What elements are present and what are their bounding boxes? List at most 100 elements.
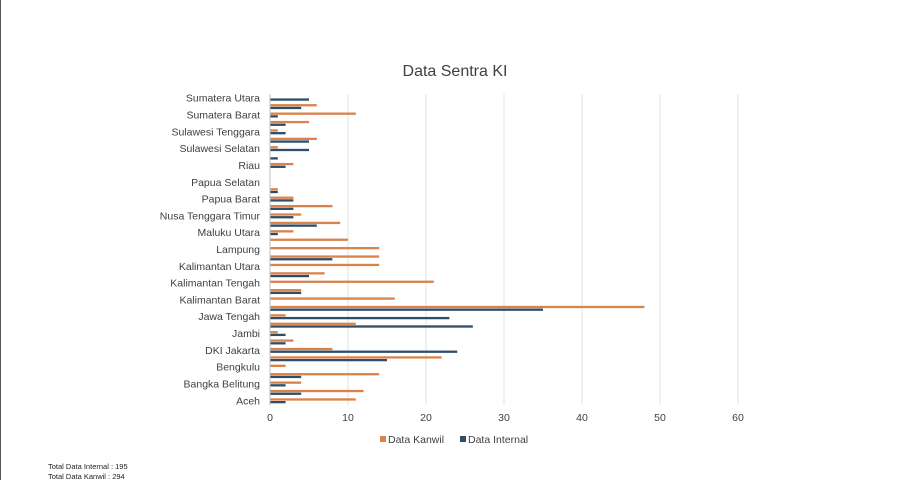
bar-internal-sulawesi-selatan [270, 149, 309, 151]
bar-internal-jawa-timur [270, 309, 543, 311]
bar-internal-sumatera-barat [270, 115, 278, 117]
x-tick-label-10: 10 [342, 412, 354, 424]
x-tick-label-50: 50 [654, 412, 666, 424]
bar-internal-riau [270, 166, 286, 168]
category-label-kalimantan-tengah: Kalimantan Tengah [170, 278, 260, 290]
bar-kanwil-jambi [270, 331, 278, 333]
bar-kanwil-papua-barat [270, 197, 293, 199]
bar-kanwil-bengkulu [270, 365, 286, 367]
bar-internal-papua [270, 208, 293, 210]
bar-kanwil-papua [270, 205, 332, 207]
bar-internal-sulawesi-tengah [270, 140, 309, 142]
bar-kanwil-nusa-tenggara-barat [270, 222, 340, 224]
bar-internal-jawa-barat [270, 325, 473, 327]
bar-kanwil-nusa-tenggara-timur [270, 213, 301, 215]
bar-internal-sulawesi-tenggara [270, 132, 286, 134]
bar-kanwil-sumatera-barat [270, 113, 356, 115]
bar-internal-sulawesi-utara [270, 124, 286, 126]
bar-kanwil-kalimantan-timur [270, 272, 325, 274]
category-label-kalimantan-utara: Kalimantan Utara [179, 261, 260, 273]
bar-internal-jawa-tengah [270, 317, 449, 319]
bar-kanwil-d-i-yogyakarta [270, 356, 442, 358]
category-label-nusa-tenggara-timur: Nusa Tenggara Timur [160, 210, 261, 222]
bar-internal-papua-barat-daya [270, 191, 278, 193]
bar-kanwil-sulawesi-tenggara [270, 129, 278, 131]
category-label-aceh: Aceh [236, 395, 260, 407]
bar-internal-gorontalo [270, 342, 286, 344]
category-label-bengkulu: Bengkulu [216, 362, 260, 374]
bar-kanwil-banten [270, 373, 379, 375]
bar-kanwil-sulawesi-utara [270, 121, 309, 123]
category-labels: Aceh Bangka Belitung Bengkulu DKI Jakarta Ja… [160, 93, 261, 408]
category-label-sulawesi-selatan: Sulawesi Selatan [179, 143, 260, 155]
category-label-bangka-belitung: Bangka Belitung [184, 378, 261, 390]
bar-kanwil-dki-jakarta [270, 348, 332, 350]
bar-kanwil-kalimantan-tengah [270, 281, 434, 283]
category-label-papua-selatan: Papua Selatan [191, 177, 260, 189]
bar-internal-d-i-yogyakarta [270, 359, 387, 361]
x-tick-label-20: 20 [420, 412, 432, 424]
totals: Total Data Internal : 195 Total Data Kan… [48, 462, 128, 481]
bar-internal-kalimantan-timur [270, 275, 309, 277]
bar-internal-papua-barat [270, 199, 293, 201]
bar-kanwil-kalimantan-selatan [270, 289, 301, 291]
x-tick-labels: 0 10 20 30 40 50 60 [267, 412, 744, 424]
category-label-kalimantan-barat: Kalimantan Barat [179, 294, 260, 306]
bar-kanwil-bangka-belitung [270, 381, 301, 383]
legend-swatch-kanwil [380, 436, 386, 442]
x-tick-label-30: 30 [498, 412, 510, 424]
legend-label-kanwil: Data Kanwil [388, 434, 444, 446]
bar-kanwil-sulawesi-selatan [270, 146, 278, 148]
bar-internal-aceh [270, 401, 286, 403]
x-tick-label-60: 60 [732, 412, 744, 424]
category-label-sulawesi-tenggara: Sulawesi Tenggara [171, 126, 260, 138]
bar-kanwil-kepulauan-riau [270, 255, 379, 257]
bar-kanwil-aceh [270, 398, 356, 400]
legend-swatch-internal [460, 436, 466, 442]
category-label-sumatera-utara: Sumatera Utara [186, 93, 260, 105]
bar-kanwil-maluku-utara [270, 230, 293, 232]
x-tick-label-0: 0 [267, 412, 273, 424]
bar-internal-kepulauan-riau [270, 258, 332, 260]
bar-internal-banten [270, 376, 301, 378]
bar-internal-sumatera-selatan [270, 107, 301, 109]
category-label-dki-jakarta: DKI Jakarta [205, 345, 260, 357]
chart-title: Data Sentra KI [403, 63, 508, 80]
bar-internal-sulawesi-barat [270, 157, 278, 159]
bar-kanwil-kalimantan-utara [270, 264, 379, 266]
bar-kanwil-jawa-tengah [270, 314, 286, 316]
category-label-riau: Riau [238, 160, 260, 172]
bar-kanwil-gorontalo [270, 339, 293, 341]
bars [270, 98, 644, 403]
category-label-jawa-tengah: Jawa Tengah [198, 311, 260, 323]
legend: Data Kanwil Data Internal [380, 434, 528, 446]
bar-kanwil-sulawesi-tengah [270, 138, 317, 140]
bar-kanwil-riau [270, 163, 293, 165]
bar-internal-nusa-tenggara-timur [270, 216, 293, 218]
bar-kanwil-papua-barat-daya [270, 188, 278, 190]
legend-label-internal: Data Internal [468, 434, 528, 446]
category-label-maluku-utara: Maluku Utara [198, 227, 261, 239]
bar-kanwil-jawa-barat [270, 323, 356, 325]
bar-internal-bali [270, 393, 301, 395]
bar-internal-nusa-tenggara-barat [270, 224, 317, 226]
bar-internal-jambi [270, 334, 286, 336]
category-label-papua-barat: Papua Barat [202, 194, 260, 206]
bar-kanwil-maluku [270, 239, 348, 241]
bar-internal-dki-jakarta [270, 351, 457, 353]
x-tick-label-40: 40 [576, 412, 588, 424]
total-internal: Total Data Internal : 195 [48, 462, 128, 472]
bar-internal-bangka-belitung [270, 384, 286, 386]
bar-kanwil-sumatera-selatan [270, 104, 317, 106]
bar-kanwil-bali [270, 390, 364, 392]
bar-kanwil-kalimantan-barat [270, 297, 395, 299]
bar-kanwil-jawa-timur [270, 306, 644, 308]
bar-kanwil-lampung [270, 247, 379, 249]
bar-internal-sumatera-utara [270, 98, 309, 100]
category-label-lampung: Lampung [216, 244, 260, 256]
bar-internal-kalimantan-selatan [270, 292, 301, 294]
category-label-sumatera-barat: Sumatera Barat [186, 110, 260, 122]
category-label-jambi: Jambi [232, 328, 260, 340]
bar-internal-maluku-utara [270, 233, 278, 235]
